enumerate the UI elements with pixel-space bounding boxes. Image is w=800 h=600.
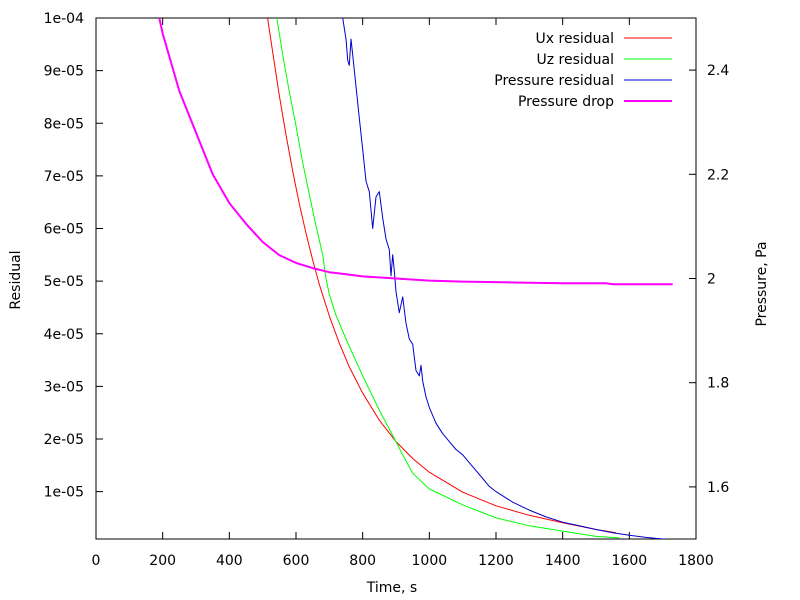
y-tick-label: 7e-05: [44, 169, 84, 185]
y-axis-label: Residual: [8, 250, 24, 309]
y-tick-label: 9e-05: [44, 64, 84, 80]
x-tick-label: 200: [149, 553, 176, 569]
x-tick-label: 0: [92, 553, 101, 569]
legend: Ux residual Uz residual Pressure residual P…: [494, 31, 672, 110]
x-tick-label: 1200: [478, 553, 514, 569]
y2-tick-label: 2: [707, 272, 716, 288]
x-tick-label: 600: [283, 553, 310, 569]
x-tick-label: 1400: [545, 553, 581, 569]
x-tick-label: 400: [216, 553, 243, 569]
series-line-ux-residual: [267, 18, 617, 534]
legend-label-uz-residual: Uz residual: [536, 52, 614, 68]
y-tick-label: 3e-05: [44, 379, 84, 395]
y-tick-label: 1e-04: [44, 11, 84, 27]
y2-tick-label: 1.6: [707, 480, 729, 496]
series-line-uz-residual: [276, 18, 620, 539]
y-tick-label: 8e-05: [44, 116, 84, 132]
legend-label-pressure-residual: Pressure residual: [494, 73, 614, 89]
x-axis-label: Time, s: [366, 580, 417, 596]
x-tick-label: 800: [349, 553, 376, 569]
y-tick-label: 5e-05: [44, 274, 84, 290]
y2-tick-label: 1.8: [707, 376, 729, 392]
y-tick-label: 1e-05: [44, 485, 84, 501]
legend-label-pressure-drop: Pressure drop: [518, 94, 614, 110]
y2-axis-label: Pressure, Pa: [754, 241, 770, 326]
y-tick-label: 6e-05: [44, 222, 84, 238]
ticks: 0 200 400 600 800 1000 1200 1400 1600 1800 1e-05 2e…: [44, 11, 730, 569]
y2-tick-label: 2.2: [707, 167, 729, 183]
y-tick-label: 2e-05: [44, 432, 84, 448]
legend-label-ux-residual: Ux residual: [536, 31, 614, 47]
series-line-pressure-residual: [342, 18, 670, 539]
x-tick-label: 1600: [612, 553, 648, 569]
x-tick-label: 1800: [678, 553, 714, 569]
y2-tick-label: 2.4: [707, 63, 729, 79]
series-layer: [158, 18, 673, 539]
series-line-pressure-drop: [158, 18, 673, 286]
y-tick-label: 4e-05: [44, 327, 84, 343]
x-tick-label: 1000: [412, 553, 448, 569]
